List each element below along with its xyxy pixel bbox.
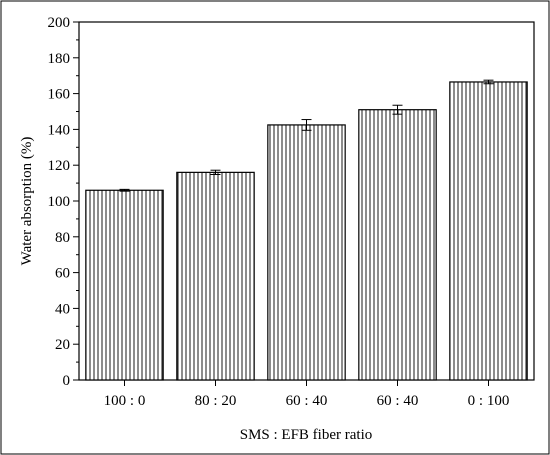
x-tick-label: 60 : 40 <box>286 393 328 409</box>
bar <box>85 189 164 381</box>
x-axis-label: SMS : EFB fiber ratio <box>240 427 373 443</box>
x-tick-label: 60 : 40 <box>377 393 419 409</box>
bars-layer <box>85 79 528 381</box>
bar <box>176 171 255 381</box>
y-tick-label: 200 <box>48 15 71 31</box>
y-tick-label: 120 <box>48 158 71 174</box>
y-tick-label: 20 <box>55 337 70 353</box>
bar <box>449 81 528 381</box>
x-tick-label: 80 : 20 <box>195 393 237 409</box>
y-tick-label: 60 <box>55 266 70 282</box>
y-tick-label: 160 <box>48 87 71 103</box>
y-tick-label: 100 <box>48 194 71 210</box>
y-tick-label: 0 <box>63 373 71 389</box>
y-axis-label: Water absorption (%) <box>19 137 35 266</box>
bar <box>267 124 346 381</box>
y-tick-label: 40 <box>55 301 70 317</box>
y-tick-label: 140 <box>48 122 71 138</box>
x-tick-label: 0 : 100 <box>468 393 510 409</box>
y-tick-label: 180 <box>48 51 71 67</box>
y-tick-label: 80 <box>55 230 70 246</box>
x-tick-label: 100 : 0 <box>104 393 146 409</box>
bar <box>358 109 437 381</box>
